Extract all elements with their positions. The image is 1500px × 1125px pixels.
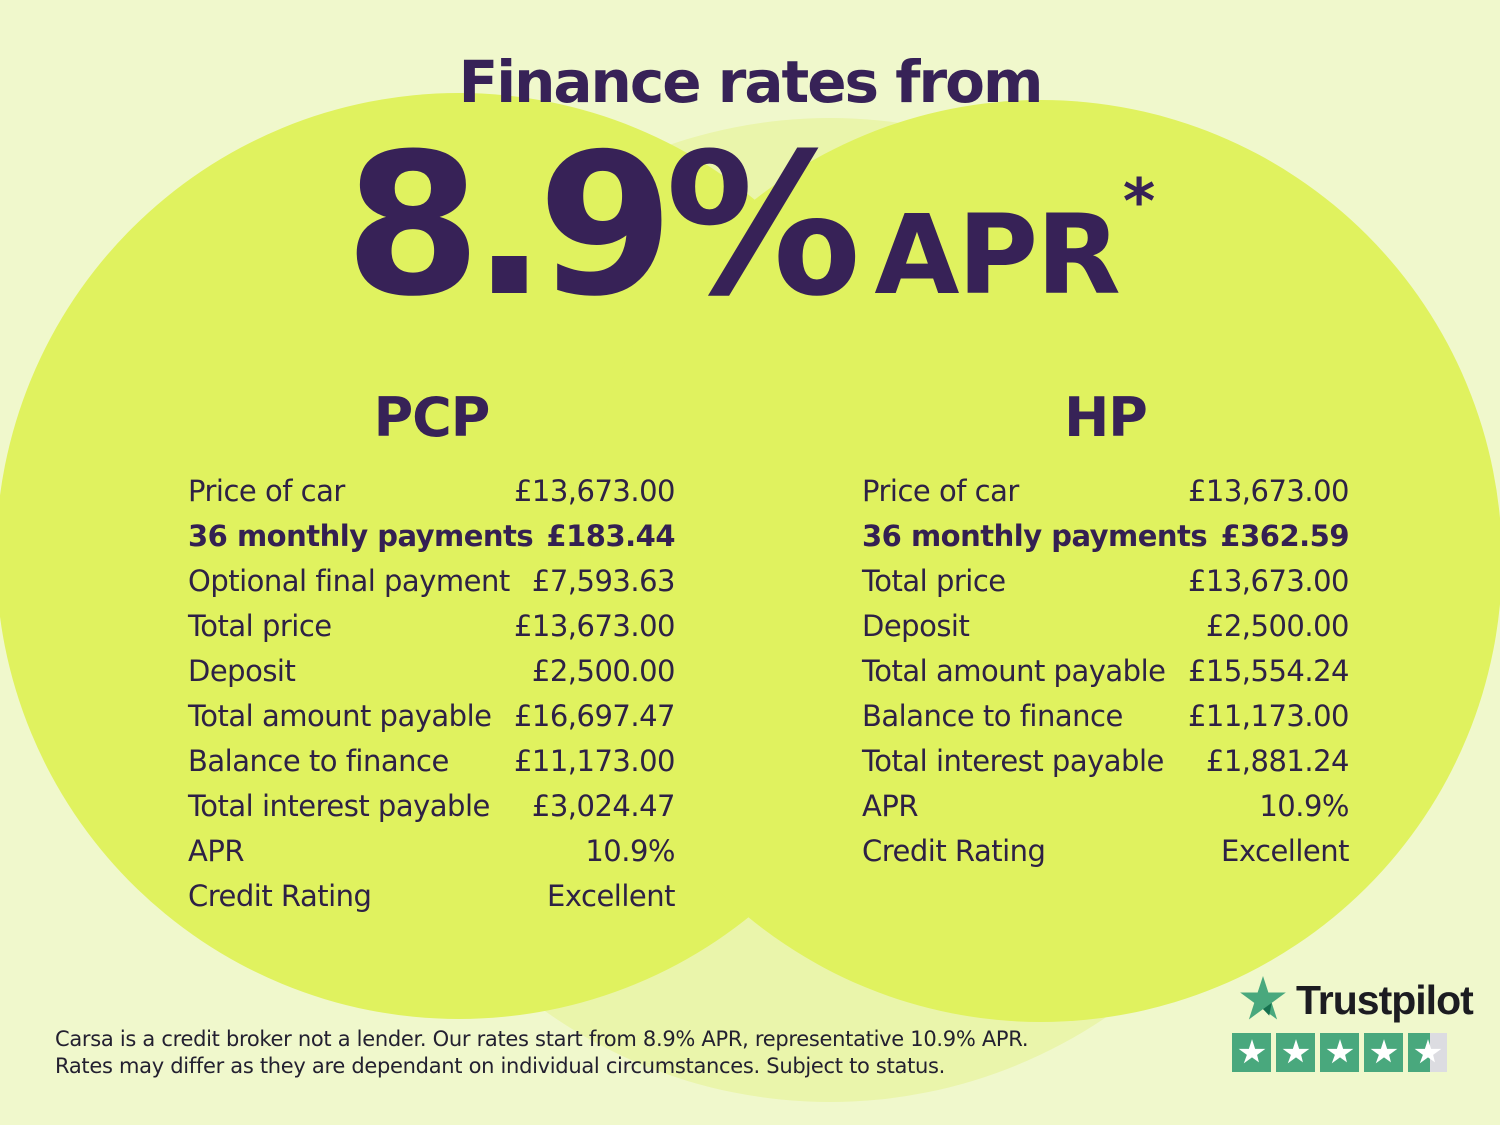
pcp-finance-table: Price of car £13,673.00 36 monthly payment… — [188, 468, 676, 918]
page-title: Finance rates from — [458, 48, 1044, 116]
trustpilot-wordmark: Trustpilot — [1296, 976, 1474, 1023]
row-value: £2,500.00 — [531, 653, 676, 688]
row-value: £13,673.00 — [513, 473, 676, 508]
table-row: Balance to finance £11,173.00 — [862, 693, 1350, 738]
disclaimer-text: Carsa is a credit broker not a lender. O… — [55, 1026, 1029, 1080]
row-value: £13,673.00 — [1187, 473, 1350, 508]
trustpilot-rating — [1232, 1033, 1447, 1072]
row-label: Credit Rating — [188, 878, 372, 913]
table-row: Total interest payable £3,024.47 — [188, 783, 676, 828]
row-label: Credit Rating — [862, 833, 1046, 868]
rating-star-box — [1408, 1033, 1447, 1072]
hero-rate-value: 8.9% — [344, 112, 862, 340]
table-row: Price of car £13,673.00 — [862, 468, 1350, 513]
row-label: Total amount payable — [188, 698, 492, 733]
table-row: 36 monthly payments £183.44 — [188, 513, 675, 558]
row-value: £3,024.47 — [531, 788, 676, 823]
table-row: Credit Rating Excellent — [862, 828, 1349, 873]
row-label: Total price — [862, 563, 1006, 598]
row-label: Deposit — [862, 608, 970, 643]
trustpilot-logo: Trustpilot — [1238, 976, 1474, 1024]
table-row: Total interest payable £1,881.24 — [862, 738, 1350, 783]
row-label: 36 monthly payments — [188, 518, 534, 553]
background-circle-right — [580, 100, 1500, 1022]
hero-asterisk: * — [1122, 165, 1156, 238]
trustpilot-star-icon — [1240, 976, 1286, 1020]
table-row: Total price £13,673.00 — [188, 603, 676, 648]
row-value: 10.9% — [1259, 788, 1349, 823]
row-value: £11,173.00 — [1187, 698, 1350, 733]
table-row: APR 10.9% — [188, 828, 675, 873]
row-label: Balance to finance — [188, 743, 449, 778]
row-label: Total interest payable — [862, 743, 1164, 778]
row-label: Total amount payable — [862, 653, 1166, 688]
rating-star-box — [1232, 1033, 1271, 1072]
table-row: Credit Rating Excellent — [188, 873, 675, 918]
rating-star-box — [1364, 1033, 1403, 1072]
hero-apr-label: APR — [874, 191, 1120, 319]
table-row: Deposit £2,500.00 — [188, 648, 676, 693]
hp-column-title: HP — [1064, 386, 1148, 449]
row-value: Excellent — [1221, 833, 1349, 868]
row-value: £183.44 — [546, 518, 675, 553]
table-row: Deposit £2,500.00 — [862, 603, 1350, 648]
rating-star-box — [1320, 1033, 1359, 1072]
hp-finance-table: Price of car £13,673.00 36 monthly payment… — [862, 468, 1350, 873]
row-label: Total interest payable — [188, 788, 490, 823]
table-row: Total amount payable £15,554.24 — [862, 648, 1350, 693]
row-label: Price of car — [862, 473, 1019, 508]
row-value: £362.59 — [1220, 518, 1349, 553]
row-label: APR — [188, 833, 244, 868]
table-row: Balance to finance £11,173.00 — [188, 738, 676, 783]
rating-star-box — [1276, 1033, 1315, 1072]
row-value: £1,881.24 — [1205, 743, 1350, 778]
disclaimer-line-1: Carsa is a credit broker not a lender. O… — [55, 1027, 1029, 1051]
table-row: Price of car £13,673.00 — [188, 468, 676, 513]
row-label: Total price — [188, 608, 332, 643]
row-value: Excellent — [547, 878, 675, 913]
table-row: Total price £13,673.00 — [862, 558, 1350, 603]
row-value: £7,593.63 — [531, 563, 676, 598]
row-value: £2,500.00 — [1205, 608, 1350, 643]
row-label: Price of car — [188, 473, 345, 508]
row-value: £13,673.00 — [1187, 563, 1350, 598]
row-value: £11,173.00 — [513, 743, 676, 778]
row-label: APR — [862, 788, 918, 823]
hero-rate-block: 8.9% APR * — [0, 128, 1500, 324]
table-row: Optional final payment £7,593.63 — [188, 558, 676, 603]
row-value: £16,697.47 — [513, 698, 676, 733]
row-label: 36 monthly payments — [862, 518, 1208, 553]
table-row: 36 monthly payments £362.59 — [862, 513, 1349, 558]
table-row: Total amount payable £16,697.47 — [188, 693, 676, 738]
row-value: 10.9% — [585, 833, 675, 868]
disclaimer-line-2: Rates may differ as they are dependant o… — [55, 1054, 946, 1078]
row-label: Deposit — [188, 653, 296, 688]
table-row: APR 10.9% — [862, 783, 1349, 828]
row-value: £15,554.24 — [1187, 653, 1350, 688]
row-label: Optional final payment — [188, 563, 510, 598]
row-value: £13,673.00 — [513, 608, 676, 643]
pcp-column-title: PCP — [373, 386, 491, 449]
row-label: Balance to finance — [862, 698, 1123, 733]
